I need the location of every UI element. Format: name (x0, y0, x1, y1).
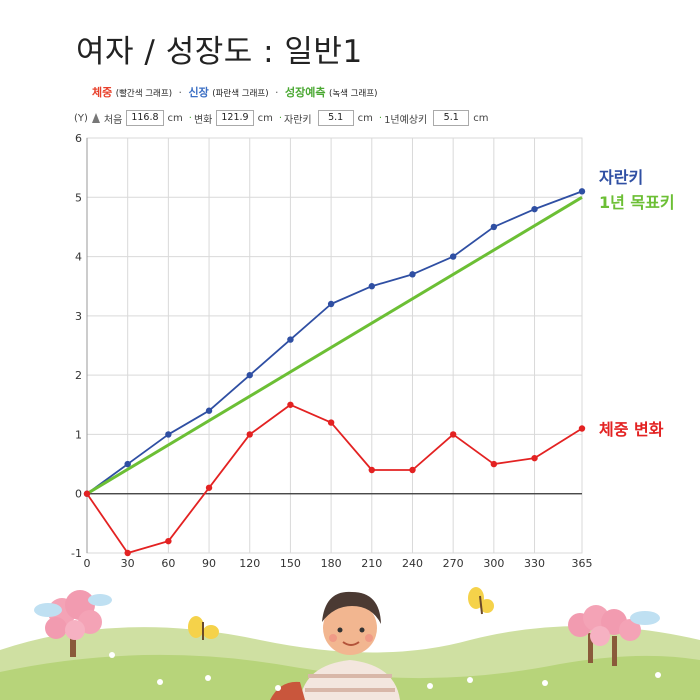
expect-value-field[interactable]: 5.1 (433, 110, 470, 126)
data-point (165, 431, 172, 438)
bullet-icon: · (188, 112, 192, 124)
x-tick-label: 270 (443, 557, 464, 570)
y-tick-label: 6 (75, 132, 82, 145)
chart-series (83, 188, 586, 557)
legend-predict-note: (녹색 그래프) (329, 89, 378, 99)
x-tick-label: 180 (321, 557, 342, 570)
data-point (578, 188, 586, 195)
y-tick-labels: -1 0 1 2 3 4 5 6 (71, 132, 82, 560)
chart-legend: 체중 (빨간색 그래프) · 신장 (파란색 그래프) · 성장예측 (녹색 그… (92, 84, 377, 100)
cloud-left-icon (34, 594, 112, 617)
butterfly-right-icon (468, 587, 494, 615)
data-point (368, 283, 375, 290)
data-point (327, 419, 335, 426)
legend-separator: · (275, 86, 279, 99)
data-point (83, 490, 91, 497)
data-point (531, 454, 538, 462)
data-point (246, 371, 253, 379)
data-point (124, 549, 131, 557)
data-point (409, 271, 416, 278)
x-tick-label: 120 (239, 557, 260, 570)
unit-label: cm (167, 112, 183, 124)
grown-label: 자란키 (284, 114, 312, 126)
change-label: 변화 (193, 114, 213, 126)
y-tick-label: 3 (75, 310, 82, 323)
start-label: 처음 (103, 114, 123, 126)
scenery-illustration (0, 587, 700, 700)
legend-height-note: (파란색 그래프) (212, 89, 269, 99)
data-point (368, 466, 375, 474)
butterfly-left-icon (188, 616, 219, 640)
child-character-icon (270, 591, 400, 700)
chart-controls: (Y) 처음 116.8 cm · 변화 121.9 cm · 자란키 5.1 … (74, 110, 488, 126)
data-point (205, 484, 213, 491)
x-tick-label: 90 (202, 557, 216, 570)
chart-axes (86, 138, 582, 553)
expect-label: 1년예상키 (384, 114, 428, 126)
x-tick-label: 210 (361, 557, 382, 570)
y-tick-label: 5 (75, 191, 82, 204)
bullet-icon: · (378, 112, 383, 124)
series-line-target (86, 195, 583, 496)
x-tick-label: 0 (84, 557, 91, 570)
data-point (490, 223, 498, 231)
legend-weight-note: (빨간색 그래프) (115, 89, 173, 99)
x-tick-labels: 0 30 60 90 120 150 180 210 240 270 300 330 365 (84, 557, 593, 570)
data-point (578, 425, 586, 432)
unit-label: cm (357, 112, 373, 124)
data-point (409, 466, 416, 474)
data-point (205, 407, 213, 414)
page-title: 여자 / 성장도 : 일반1 (76, 34, 363, 70)
data-point (287, 401, 294, 408)
legend-height: 신장 (188, 86, 209, 99)
start-value-field[interactable]: 116.8 (126, 110, 164, 126)
tree-right-icon (568, 605, 641, 666)
data-point (287, 336, 294, 343)
up-arrow-icon (91, 113, 100, 123)
data-point (490, 460, 498, 468)
x-tick-label: 330 (524, 557, 545, 570)
data-point (246, 431, 253, 438)
x-tick-label: 30 (121, 557, 135, 570)
data-point (531, 205, 538, 213)
y-axis-label: (Y) (74, 112, 88, 124)
bullet-icon: · (278, 112, 283, 124)
legend-separator: · (178, 86, 183, 99)
change-value-field[interactable]: 121.9 (216, 110, 254, 126)
y-tick-label: 1 (75, 428, 82, 441)
y-tick-label: 0 (75, 488, 82, 501)
data-point (165, 537, 172, 545)
unit-label: cm (257, 112, 273, 124)
data-point (449, 431, 457, 438)
x-tick-label: 240 (402, 557, 423, 570)
x-tick-label: 365 (572, 557, 593, 570)
series-label-height: 자란키 (599, 168, 644, 187)
y-tick-label: 2 (75, 369, 82, 382)
x-tick-label: 60 (161, 557, 175, 570)
series-label-predict: 1년 목표키 (599, 193, 675, 212)
data-point (449, 253, 457, 260)
y-tick-label: -1 (71, 547, 82, 560)
data-point (124, 460, 131, 468)
flower-icon (109, 652, 661, 691)
unit-label: cm (473, 112, 489, 124)
legend-weight: 체중 (92, 86, 113, 99)
y-tick-label: 4 (75, 251, 82, 264)
grown-value-field[interactable]: 5.1 (317, 110, 354, 126)
x-tick-label: 150 (280, 557, 301, 570)
series-label-weight: 체중 변화 (599, 420, 664, 439)
x-tick-label: 300 (483, 557, 504, 570)
legend-predict: 성장예측 (285, 86, 326, 99)
data-point (327, 300, 335, 308)
cloud-right-icon (630, 611, 660, 625)
